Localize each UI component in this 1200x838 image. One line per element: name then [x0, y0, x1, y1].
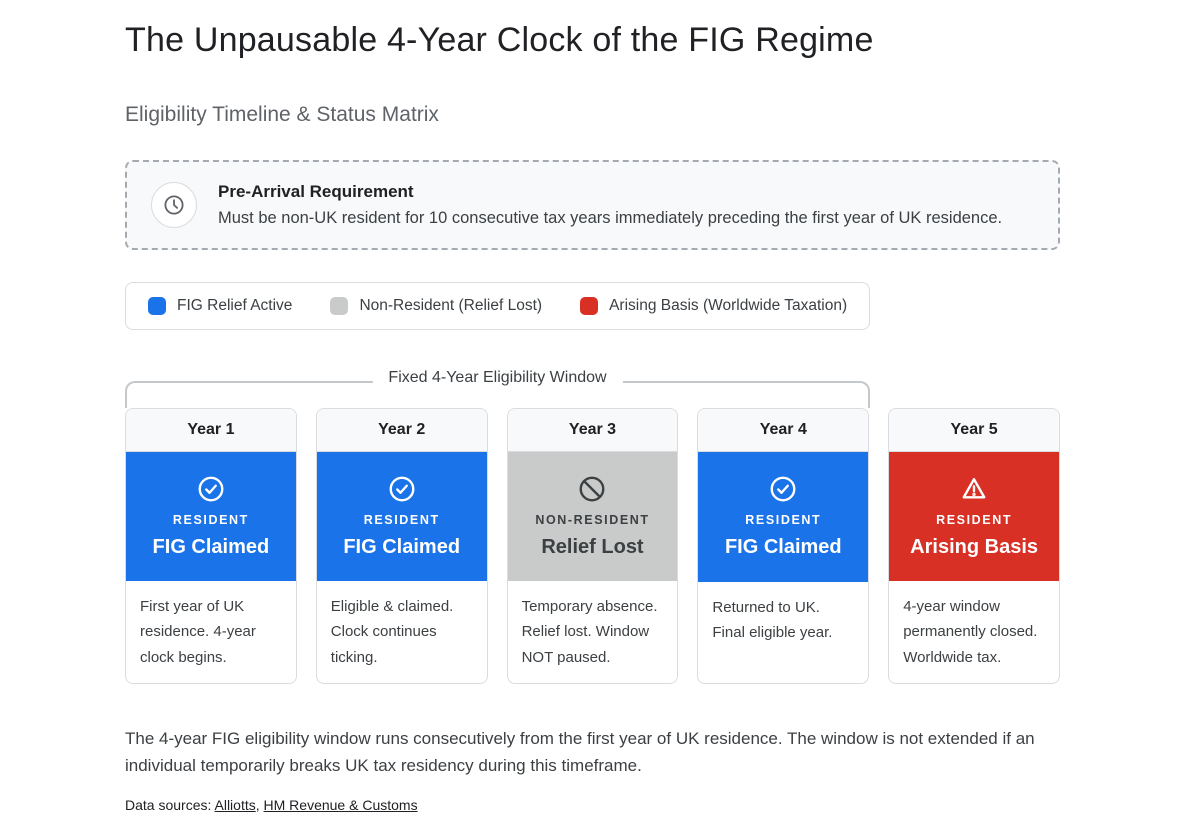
residency-label: RESIDENT [172, 512, 249, 527]
legend: FIG Relief Active Non-Resident (Relief L… [125, 281, 871, 330]
year-description: 4-year window permanently closed. Worldw… [903, 598, 1038, 666]
pre-arrival-text: Pre-Arrival Requirement Must be non-UK r… [218, 182, 1002, 228]
year-4-status: RESIDENT FIG Claimed [698, 451, 869, 582]
status-label: FIG Claimed [152, 535, 270, 558]
year-5-card: Year 5 RESIDENT Arising Basis 4-year win… [888, 407, 1060, 684]
red-swatch-icon [580, 296, 599, 315]
warning-icon [962, 478, 986, 499]
explanatory-note: The 4-year FIG eligibility window runs c… [125, 728, 1035, 775]
legend-label: Non-Resident (Relief Lost) [359, 296, 543, 314]
year-description: First year of UK residence. 4-year clock… [140, 598, 256, 666]
year-5-status: RESIDENT Arising Basis [889, 451, 1059, 582]
legend-label: FIG Relief Active [177, 296, 293, 314]
residency-label: RESIDENT [936, 512, 1013, 527]
legend-label: Arising Basis (Worldwide Taxation) [609, 296, 848, 314]
year-3-status: NON-RESIDENT Relief Lost [507, 451, 678, 582]
year-3-card: Year 3 NON-RESIDENT Relief Lost Temporar… [506, 407, 679, 684]
year-4-card: Year 4 RESIDENT FIG Claimed Returned to … [697, 407, 870, 684]
residency-label: RESIDENT [363, 512, 440, 527]
blocked-icon [580, 476, 605, 502]
year-description: Returned to UK. Final eligible year. [712, 598, 833, 641]
year-title: Year 3 [507, 408, 678, 452]
residency-label: NON-RESIDENT [535, 512, 650, 527]
data-sources-line: Data sources: Alliotts, HM Revenue & Cus… [125, 797, 1060, 813]
residency-label: RESIDENT [745, 513, 822, 528]
legend-item-fig-relief: FIG Relief Active [148, 296, 293, 315]
year-description: Temporary absence. Relief lost. Window N… [521, 598, 658, 666]
check-circle-icon [770, 476, 796, 502]
gray-swatch-icon [330, 296, 349, 315]
page-subtitle: Eligibility Timeline & Status Matrix [125, 102, 439, 126]
status-label: FIG Claimed [724, 536, 842, 559]
year-title: Year 5 [889, 408, 1059, 452]
year-title: Year 4 [698, 408, 869, 452]
status-label: Arising Basis [910, 535, 1038, 558]
year-2-card: Year 2 RESIDENT FIG Claimed Eligible & c… [315, 407, 488, 684]
status-label: FIG Claimed [343, 535, 461, 558]
year-title: Year 2 [316, 408, 487, 452]
pre-arrival-requirement-panel: Pre-Arrival Requirement Must be non-UK r… [125, 159, 1060, 250]
check-circle-icon [198, 476, 224, 502]
pre-arrival-body: Must be non-UK resident for 10 consecuti… [218, 208, 1003, 227]
source-link-alliotts[interactable]: Alliotts [214, 797, 256, 814]
source-separator: , [255, 797, 264, 814]
legend-item-arising-basis: Arising Basis (Worldwide Taxation) [580, 296, 848, 315]
pre-arrival-title: Pre-Arrival Requirement [218, 181, 414, 201]
source-link-hmrc[interactable]: HM Revenue & Customs [263, 797, 418, 814]
year-2-status: RESIDENT FIG Claimed [316, 451, 487, 582]
check-circle-icon [389, 476, 415, 502]
blue-swatch-icon [148, 296, 166, 315]
eligibility-window-bracket: Fixed 4-Year Eligibility Window [125, 368, 870, 408]
status-label: Relief Lost [541, 535, 644, 558]
year-1-status: RESIDENT FIG Claimed [126, 451, 296, 582]
clock-icon [151, 181, 197, 228]
year-1-card: Year 1 RESIDENT FIG Claimed First year o… [125, 407, 297, 684]
data-sources-label: Data sources: [125, 797, 215, 814]
year-cards-row: Year 1 RESIDENT FIG Claimed First year o… [125, 407, 1060, 684]
year-description: Eligible & claimed. Clock continues tick… [330, 598, 454, 666]
year-title: Year 1 [126, 408, 296, 452]
bracket-label: Fixed 4-Year Eligibility Window [372, 368, 623, 387]
legend-item-non-resident: Non-Resident (Relief Lost) [330, 296, 543, 315]
page-title: The Unpausable 4-Year Clock of the FIG R… [125, 21, 874, 59]
